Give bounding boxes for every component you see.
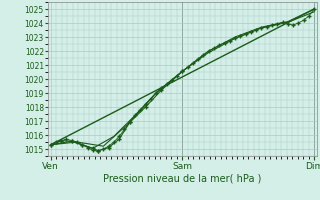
X-axis label: Pression niveau de la mer( hPa ): Pression niveau de la mer( hPa ) — [103, 173, 261, 183]
